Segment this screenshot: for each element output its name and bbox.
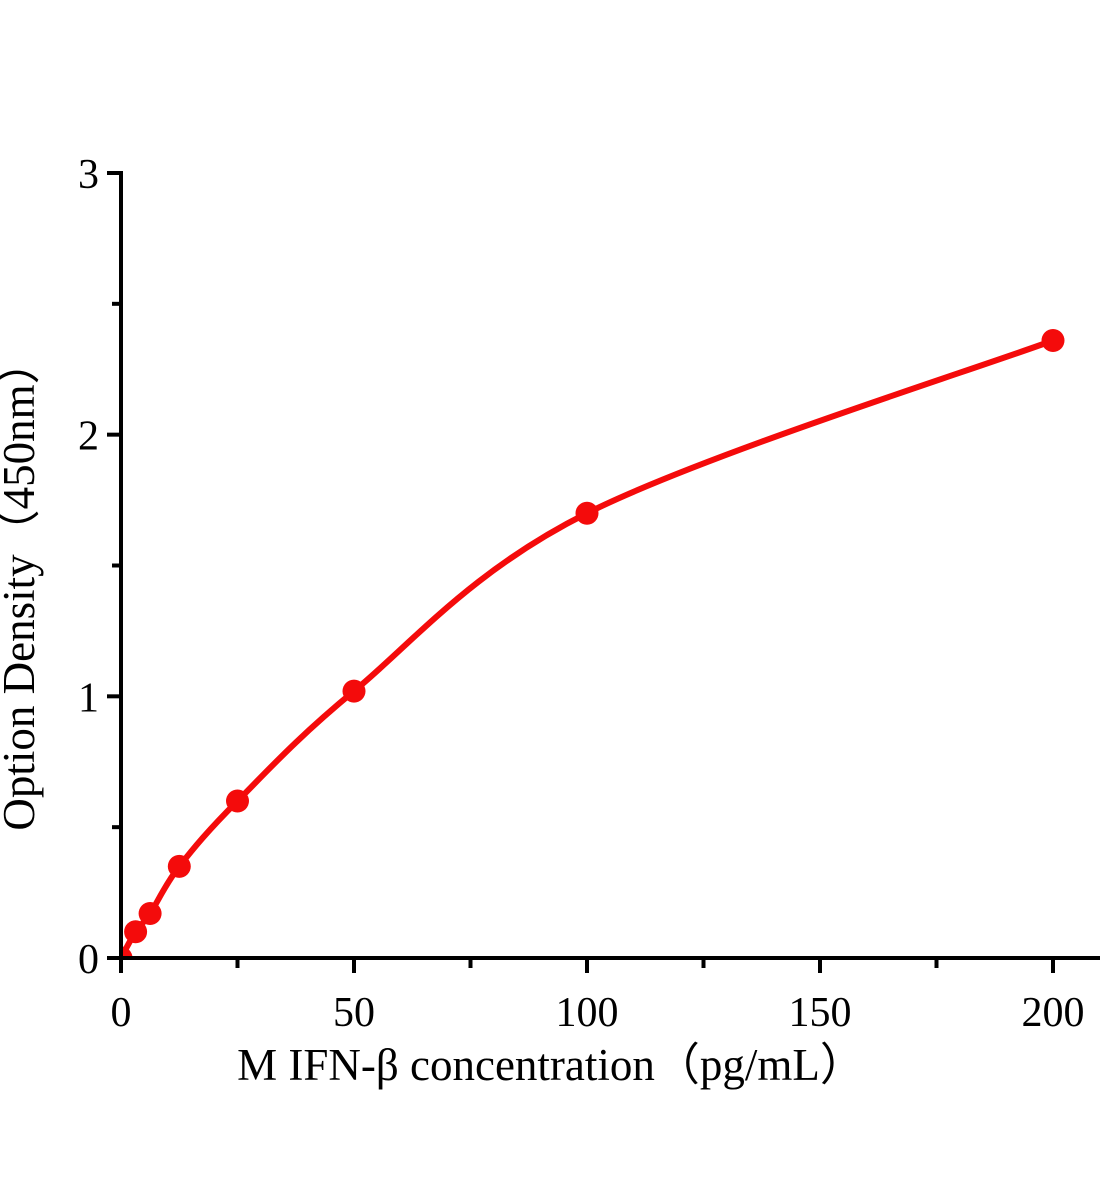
- y-axis-title: Option Density（450nm）: [0, 339, 44, 830]
- y-tick-label: 1: [78, 675, 99, 721]
- x-axis-title: M IFN-β concentration（pg/mL）: [237, 1040, 865, 1090]
- y-tick-label: 2: [78, 414, 99, 460]
- series-layer: [123, 329, 1065, 956]
- data-point: [123, 946, 133, 956]
- data-point: [575, 501, 599, 525]
- x-tick-label: 200: [1022, 990, 1085, 1036]
- data-point: [138, 902, 162, 925]
- x-tick-label: 150: [789, 990, 852, 1036]
- data-point: [124, 920, 148, 944]
- y-tick-label: 0: [78, 937, 99, 983]
- x-tick-label: 0: [111, 990, 132, 1036]
- y-tick-label: 3: [78, 152, 99, 198]
- data-point: [167, 854, 191, 878]
- x-tick-label: 50: [333, 990, 375, 1036]
- axes-layer: 0 50 100 150 200 0 1 2 3: [78, 152, 1100, 1036]
- data-point: [1041, 329, 1065, 352]
- x-tick-label: 100: [556, 990, 619, 1036]
- standard-curve-line: [123, 337, 1056, 956]
- data-point: [342, 679, 366, 703]
- data-point: [226, 789, 249, 813]
